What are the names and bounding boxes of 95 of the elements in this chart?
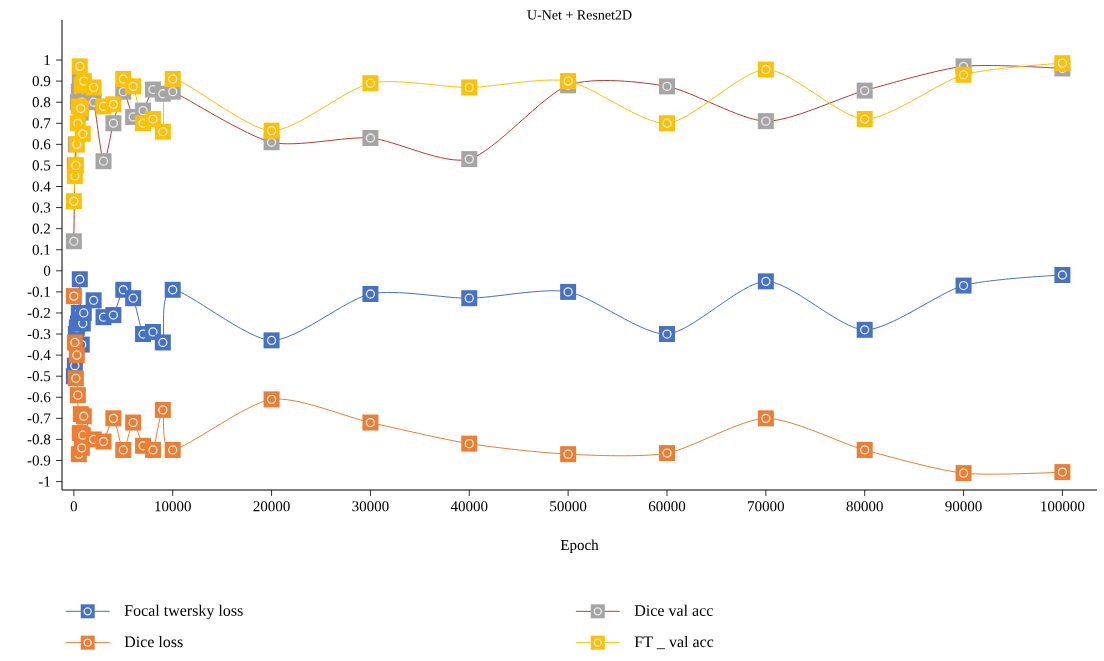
point bbox=[154, 123, 171, 140]
point bbox=[263, 122, 280, 139]
x-tick-label: 70000 bbox=[748, 501, 785, 512]
point bbox=[658, 445, 675, 462]
point bbox=[125, 414, 142, 431]
x-tick-label: 20000 bbox=[253, 501, 290, 512]
point bbox=[856, 82, 873, 99]
point bbox=[164, 71, 181, 88]
point bbox=[71, 58, 88, 75]
point bbox=[757, 61, 774, 78]
point bbox=[105, 410, 122, 427]
point bbox=[85, 292, 102, 309]
y-tick-label: 1 bbox=[44, 55, 50, 65]
point bbox=[955, 66, 972, 83]
y-tick-label: 0.1 bbox=[32, 244, 50, 255]
point bbox=[65, 288, 82, 305]
point bbox=[560, 283, 577, 300]
y-tick-label: -0.5 bbox=[27, 371, 51, 382]
point bbox=[65, 233, 82, 250]
point bbox=[658, 326, 675, 343]
point bbox=[1054, 267, 1071, 284]
x-tick-label: 10000 bbox=[155, 501, 191, 512]
x-tick-label: 50000 bbox=[550, 501, 587, 512]
legend-label: Focal twersky loss bbox=[124, 604, 243, 620]
point bbox=[71, 271, 88, 288]
point bbox=[154, 334, 171, 351]
point bbox=[144, 441, 161, 458]
point bbox=[75, 304, 92, 321]
y-tick-label: -1 bbox=[38, 476, 50, 487]
y-tick-label: 0.8 bbox=[32, 97, 51, 108]
point bbox=[856, 321, 873, 338]
y-tick-label: 0.3 bbox=[32, 202, 51, 213]
x-tick-label: 0 bbox=[70, 501, 78, 512]
point bbox=[144, 111, 161, 128]
point bbox=[105, 115, 122, 132]
point bbox=[362, 285, 379, 302]
point bbox=[68, 347, 85, 364]
y-tick-label: 0.7 bbox=[32, 118, 51, 129]
x-tick-label: 60000 bbox=[648, 501, 686, 512]
legend-label: Dice loss bbox=[124, 635, 183, 648]
x-tick-label: 90000 bbox=[945, 501, 982, 512]
point bbox=[69, 387, 86, 404]
x-axis-title: Epoch bbox=[560, 539, 599, 554]
point bbox=[164, 281, 181, 298]
point bbox=[115, 441, 132, 458]
point bbox=[1054, 464, 1071, 481]
point bbox=[757, 113, 774, 130]
x-tick-label: 80000 bbox=[846, 501, 883, 512]
y-tick-label: -0.4 bbox=[27, 350, 51, 361]
y-tick-label: -0.1 bbox=[27, 286, 50, 297]
point bbox=[955, 465, 972, 482]
point bbox=[461, 435, 478, 452]
point bbox=[65, 193, 82, 210]
point bbox=[95, 153, 112, 170]
point bbox=[105, 96, 122, 113]
point bbox=[461, 151, 478, 168]
point bbox=[164, 441, 181, 458]
x-tick-label: 30000 bbox=[352, 501, 389, 512]
point bbox=[105, 307, 122, 324]
point bbox=[1054, 55, 1071, 72]
legend-label: FT _ val acc bbox=[634, 635, 714, 650]
y-tick-label: -0.8 bbox=[27, 434, 51, 445]
y-tick-label: -0.2 bbox=[27, 307, 50, 319]
point bbox=[125, 290, 142, 307]
y-tick-label: -0.3 bbox=[27, 328, 51, 340]
x-tick-label: 40000 bbox=[450, 501, 488, 512]
point bbox=[658, 78, 675, 95]
point bbox=[560, 73, 577, 90]
y-tick-label: -0.6 bbox=[27, 392, 51, 403]
y-tick-label: -0.9 bbox=[27, 455, 51, 466]
point bbox=[125, 78, 142, 95]
chart-title: U-Net + Resnet2D bbox=[527, 10, 632, 20]
point bbox=[757, 273, 774, 290]
point bbox=[461, 79, 478, 96]
point bbox=[856, 111, 873, 128]
point bbox=[74, 125, 91, 142]
y-tick-label: -0.7 bbox=[27, 413, 51, 424]
y-tick-label: 0.4 bbox=[32, 181, 51, 192]
point bbox=[362, 130, 379, 147]
point bbox=[461, 290, 478, 307]
point bbox=[362, 75, 379, 92]
point bbox=[658, 115, 675, 132]
legend-label: Dice val acc bbox=[634, 604, 713, 616]
point bbox=[856, 441, 873, 458]
point bbox=[560, 446, 577, 463]
y-tick-label: 0.2 bbox=[32, 223, 50, 234]
y-tick-label: 0.5 bbox=[32, 160, 51, 171]
y-tick-label: 0 bbox=[43, 265, 51, 276]
point bbox=[263, 391, 280, 408]
point bbox=[757, 410, 774, 427]
y-tick-label: 0.6 bbox=[32, 139, 51, 150]
point bbox=[263, 332, 280, 349]
x-tick-label: 100000 bbox=[1041, 501, 1085, 512]
point bbox=[154, 401, 171, 418]
y-tick-label: 0.9 bbox=[32, 76, 51, 87]
